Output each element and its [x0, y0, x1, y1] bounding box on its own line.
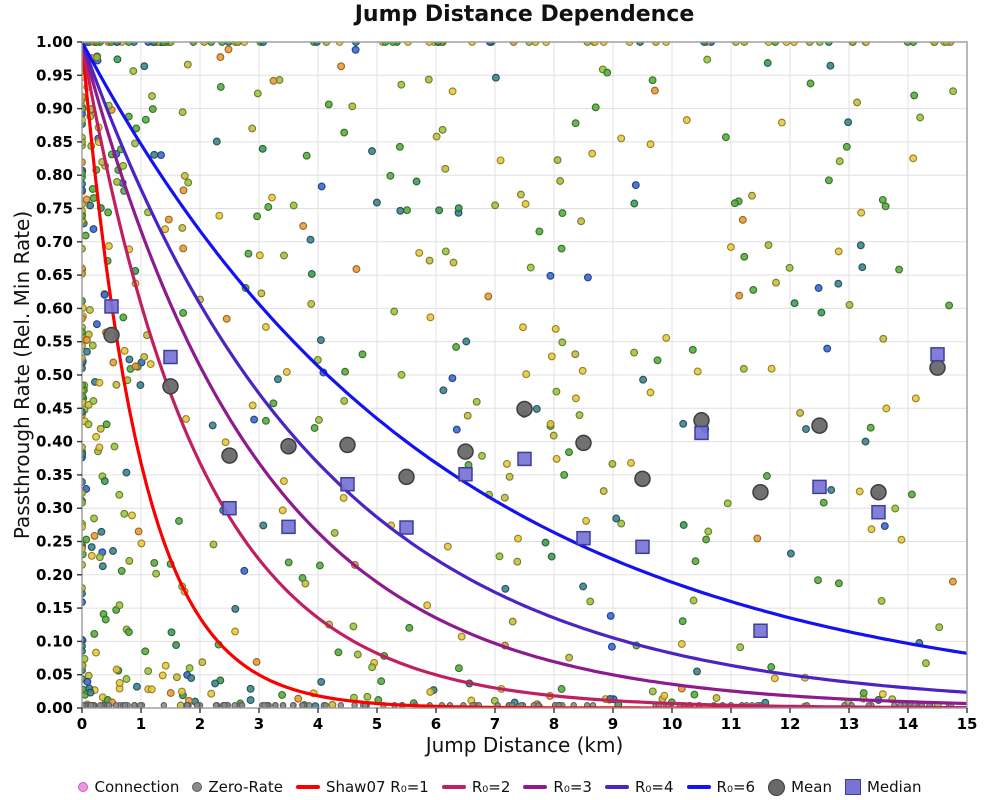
curve-3 — [81, 41, 968, 706]
legend-dot-icon — [78, 782, 89, 792]
y-tick-label: 0.90 — [36, 100, 73, 118]
gridlines — [81, 41, 968, 709]
y-tick-label: 0.40 — [36, 433, 73, 451]
legend-dot-icon — [192, 782, 203, 792]
x-tick-label: 3 — [254, 715, 264, 733]
x-tick-label: 2 — [195, 715, 205, 733]
legend-item-label: R₀=6 — [716, 778, 756, 796]
x-tick-label: 8 — [549, 715, 559, 733]
y-tick-label: 1.00 — [36, 33, 73, 51]
legend-item-label: R₀=4 — [634, 778, 674, 796]
legend-circle-icon — [768, 778, 786, 796]
legend-item-r-4: R₀=4 — [604, 778, 674, 796]
curve-6 — [81, 41, 968, 655]
y-tick-label: 0.75 — [36, 200, 73, 218]
legend-line-icon — [295, 785, 320, 789]
legend-item-label: Zero-Rate — [208, 778, 283, 796]
chart-title: Jump Distance Dependence — [354, 2, 695, 27]
x-tick-label: 10 — [662, 715, 683, 733]
legend-item-label: Shaw07 R₀=1 — [325, 778, 429, 796]
x-tick-label: 5 — [372, 715, 382, 733]
legend-item-zero-rate: Zero-Rate — [192, 778, 283, 796]
y-tick-label: 0.55 — [36, 333, 73, 351]
y-tick-label: 0.80 — [36, 166, 73, 184]
y-tick-label: 0.25 — [36, 533, 73, 551]
y-tick-label: 0.10 — [36, 632, 73, 650]
y-tick-label: 0.95 — [36, 66, 73, 84]
y-tick-label: 0.35 — [36, 466, 73, 484]
y-tick-label: 0.60 — [36, 299, 73, 317]
legend-line-icon — [686, 785, 711, 789]
x-tick-label: 4 — [313, 715, 323, 733]
mean-markers — [103, 326, 946, 501]
legend: Connection Zero-Rate Shaw07 R₀=1 R₀=2 R₀=3 R₀… — [0, 774, 1000, 800]
legend-item-label: Median — [866, 778, 922, 796]
x-tick-label: 7 — [490, 715, 500, 733]
y-tick-label: 0.30 — [36, 499, 73, 517]
legend-line-icon — [523, 785, 548, 789]
legend-item-median: Median — [844, 778, 922, 796]
legend-item-shaw07-r-1: Shaw07 R₀=1 — [295, 778, 429, 796]
x-tick-label: 11 — [721, 715, 742, 733]
legend-item-connection: Connection — [78, 778, 179, 796]
y-tick-label: 0.85 — [36, 133, 73, 151]
median-markers — [104, 299, 945, 638]
curve-4 — [81, 41, 968, 694]
legend-item-label: R₀=2 — [471, 778, 511, 796]
legend-line-icon — [441, 785, 466, 789]
axis-ticks: 0 1 2 3 4 5 6 7 8 9 10 11 12 13 14 150.000.050.100.150.… — [36, 33, 977, 733]
y-tick-label: 0.15 — [36, 599, 73, 617]
y-tick-label: 0.20 — [36, 566, 73, 584]
curve-2 — [81, 41, 968, 709]
plot-contents — [81, 41, 968, 709]
legend-item-label: Connection — [94, 778, 180, 796]
y-tick-label: 0.50 — [36, 366, 73, 384]
x-tick-label: 6 — [431, 715, 441, 733]
legend-item-r-6: R₀=6 — [686, 778, 756, 796]
x-tick-label: 9 — [608, 715, 618, 733]
y-tick-label: 0.00 — [36, 699, 73, 717]
legend-line-icon — [604, 785, 629, 789]
legend-item-label: Mean — [791, 778, 832, 796]
legend-item-r-2: R₀=2 — [441, 778, 511, 796]
x-tick-label: 13 — [839, 715, 860, 733]
y-tick-label: 0.65 — [36, 266, 73, 284]
x-tick-label: 14 — [898, 715, 919, 733]
legend-item-label: R₀=3 — [553, 778, 592, 796]
scatter-group-bottom-strip — [81, 684, 942, 709]
x-tick-label: 15 — [957, 715, 978, 733]
legend-item-mean: Mean — [768, 778, 832, 796]
legend-square-icon — [844, 779, 861, 795]
x-tick-label: 1 — [136, 715, 146, 733]
y-tick-label: 0.05 — [36, 666, 73, 684]
x-tick-label: 0 — [77, 715, 87, 733]
x-axis-label: Jump Distance (km) — [425, 733, 624, 757]
y-tick-label: 0.70 — [36, 233, 73, 251]
legend-item-r-3: R₀=3 — [523, 778, 592, 796]
x-tick-label: 12 — [780, 715, 801, 733]
y-tick-label: 0.45 — [36, 399, 73, 417]
